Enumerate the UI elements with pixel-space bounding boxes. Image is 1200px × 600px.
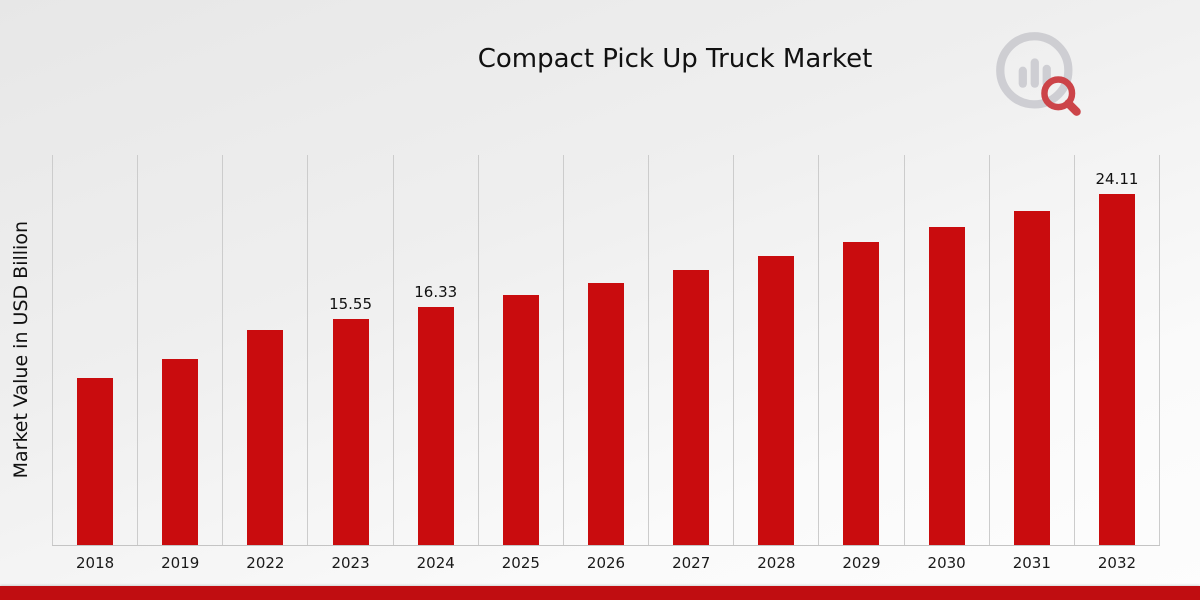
category-cell: 2018	[52, 155, 137, 572]
bar-2025	[502, 295, 539, 545]
x-tick-label: 2032	[1097, 554, 1137, 572]
x-tick-label: 2023	[331, 554, 370, 572]
x-tick-label: 2030	[927, 554, 966, 572]
bar-2032	[1098, 194, 1135, 545]
x-tick-label: 2028	[757, 554, 796, 572]
x-tick-label: 2022	[246, 554, 285, 572]
y-axis-title-wrap: Market Value in USD Billion	[6, 155, 36, 545]
x-tick-label: 2018	[75, 554, 115, 572]
x-tick-label: 2025	[501, 554, 540, 572]
bar-2031	[1013, 211, 1050, 545]
category-cell: 2022	[222, 155, 307, 572]
chart-title: Compact Pick Up Truck Market	[477, 44, 873, 74]
market-research-logo-icon	[992, 28, 1084, 120]
x-tick-label: 2026	[586, 554, 626, 572]
x-tick-label: 2024	[416, 554, 455, 572]
footer-stripe	[0, 586, 1200, 600]
category-cell: 2019	[137, 155, 222, 572]
category-cell: 2030	[903, 155, 989, 572]
category-cell: 16.33 2024	[392, 155, 478, 572]
bar-2028	[758, 256, 795, 545]
category-cell: 2028	[733, 155, 818, 572]
category-cell: 24.11 2032	[1073, 155, 1161, 572]
category-cell: 2029	[818, 155, 903, 572]
x-tick-label: 2027	[672, 554, 711, 572]
bar-2018	[77, 378, 114, 545]
bar-value-label: 24.11	[1095, 170, 1139, 188]
bar-2029	[843, 242, 880, 545]
bar-value-label: 16.33	[414, 283, 458, 301]
bar-2022	[247, 330, 284, 545]
x-tick-label: 2019	[161, 554, 200, 572]
y-axis-title: Market Value in USD Billion	[10, 221, 32, 479]
bar-2023	[332, 319, 369, 545]
bar-chart: 2018 2019 2022 15.55 2023 16.33 2024 2025 2026 20…	[52, 155, 1161, 572]
bar-2027	[673, 270, 710, 545]
logo-graphic	[996, 32, 1081, 116]
category-cell: 2031	[988, 155, 1074, 572]
bar-value-label: 15.55	[329, 295, 373, 313]
category-cell: 2025	[477, 155, 563, 572]
x-tick-label: 2031	[1012, 554, 1051, 572]
category-cell: 2027	[648, 155, 733, 572]
bar-2026	[588, 283, 625, 545]
x-tick-label: 2029	[842, 554, 881, 572]
bar-2030	[928, 227, 965, 545]
category-cell: 2026	[562, 155, 648, 572]
category-cell: 15.55 2023	[307, 155, 392, 572]
bar-2024	[417, 307, 454, 545]
bar-2019	[162, 359, 199, 545]
